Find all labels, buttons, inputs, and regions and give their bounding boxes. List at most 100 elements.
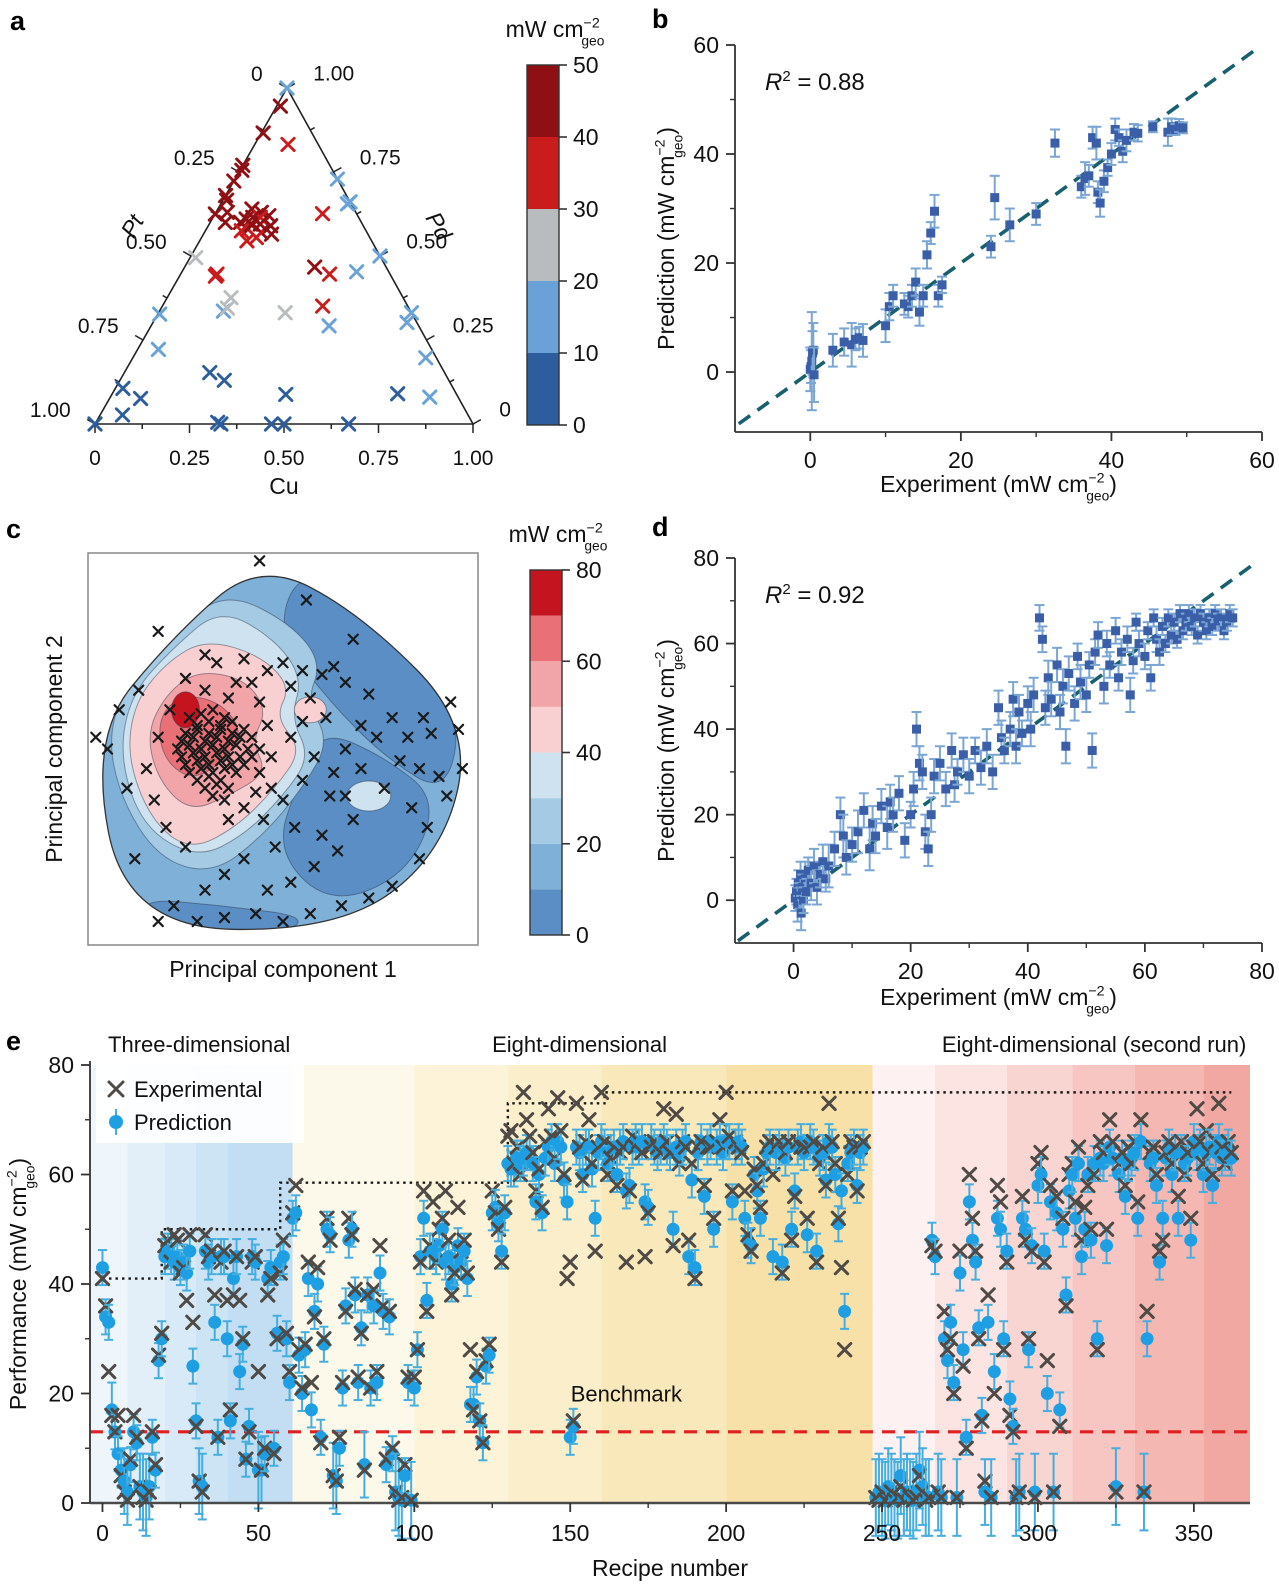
y-axis-label: Prediction (mW cm−2 geo) — [652, 127, 685, 350]
data-points — [790, 604, 1238, 932]
data-point-marker — [964, 771, 974, 781]
data-point-marker — [217, 187, 234, 204]
prediction-marker — [482, 1348, 496, 1362]
sample-marker — [441, 790, 453, 802]
sample-marker — [370, 731, 383, 743]
parity-plot: 0 20 40 60 0 20 40 60 R2 = 0.88 — [693, 32, 1274, 473]
data-point-marker — [859, 805, 869, 815]
data-point-marker — [315, 298, 331, 314]
colorbar-tick-label: 40 — [573, 124, 599, 150]
x-tick-label: 0 — [787, 958, 800, 984]
background-band — [726, 1065, 873, 1503]
prediction-marker — [442, 1250, 456, 1264]
colorbar-tick-label: 30 — [573, 196, 599, 222]
experimental-marker — [637, 1248, 653, 1265]
data-point-marker — [876, 801, 886, 811]
sample-marker — [211, 778, 223, 790]
tick-label: 0.25 — [169, 447, 210, 470]
experimental-marker — [434, 1210, 451, 1226]
y-tick-label: 80 — [693, 545, 719, 571]
experimental-marker — [811, 1155, 828, 1172]
sample-marker — [363, 688, 375, 700]
prediction-marker — [1018, 1222, 1032, 1236]
experimental-marker — [1033, 1144, 1049, 1161]
experimental-marker — [428, 1254, 444, 1270]
prediction-marker — [457, 1244, 471, 1258]
prediction-marker — [947, 1376, 961, 1390]
experimental-marker — [971, 1331, 987, 1347]
data-point-marker — [1099, 176, 1109, 186]
sample-marker — [101, 743, 114, 755]
tick — [162, 294, 168, 299]
experimental-marker — [546, 1150, 563, 1166]
prediction-marker — [610, 1168, 624, 1181]
data-point-marker — [906, 810, 916, 820]
experimental-marker — [1098, 1221, 1115, 1237]
colorbar-band — [530, 889, 562, 935]
experimental-marker — [263, 1270, 279, 1287]
data-point-marker — [235, 157, 251, 173]
prediction-marker — [1128, 1146, 1142, 1160]
colorbar-band — [527, 281, 559, 353]
experimental-marker — [1042, 1177, 1059, 1194]
colorbar: 0 20 40 60 80 mW cm−2 geo — [509, 520, 608, 948]
sample-marker — [226, 727, 238, 740]
experimental-marker — [1211, 1095, 1227, 1112]
prediction-marker — [223, 1414, 237, 1428]
prediction-marker — [944, 1315, 958, 1329]
prediction-marker — [738, 1211, 752, 1225]
prediction-marker — [276, 1250, 290, 1264]
sample-marker — [218, 743, 231, 755]
data-point-marker — [339, 196, 356, 212]
prediction-marker — [1053, 1403, 1067, 1417]
panel-d-parity-plot: 0 20 40 60 80 0 20 40 60 80 R2 = 0.92 Experiment (m… — [652, 545, 1274, 1017]
sample-marker — [222, 782, 235, 794]
sample-marker — [113, 704, 125, 716]
tick-label: 1.00 — [313, 62, 354, 85]
data-point-marker — [321, 318, 337, 334]
experimental-marker — [677, 1139, 694, 1155]
data-point-marker — [1095, 198, 1105, 208]
data-point-marker — [1073, 651, 1083, 661]
sample-marker — [289, 821, 301, 834]
sample-marker — [425, 727, 437, 740]
experimental-marker — [110, 1407, 126, 1424]
data-point-marker — [868, 818, 878, 828]
sample-marker — [187, 747, 199, 759]
data-point-marker — [809, 370, 819, 380]
experimental-marker — [556, 1166, 572, 1183]
sample-marker — [234, 731, 246, 743]
sample-marker — [421, 821, 433, 834]
experimental-marker — [334, 1374, 351, 1391]
data-point-marker — [132, 390, 149, 407]
prediction-marker — [666, 1222, 680, 1236]
data-point-marker — [1160, 639, 1170, 649]
data-point-marker — [1061, 741, 1071, 751]
experimental-marker — [294, 1380, 310, 1396]
experimental-marker — [275, 1232, 292, 1248]
data-point-marker — [922, 250, 932, 260]
y-tick-label: 40 — [693, 716, 719, 742]
experimental-marker — [952, 1243, 968, 1259]
sample-marker — [129, 853, 141, 865]
data-point-marker — [278, 386, 294, 403]
sample-marker — [300, 594, 313, 606]
experimental-marker — [958, 1440, 974, 1456]
contour-plot — [87, 552, 479, 946]
data-point-marker — [279, 80, 295, 96]
sample-marker — [230, 766, 242, 779]
sample-marker — [304, 907, 316, 920]
experimental-marker — [425, 1194, 441, 1210]
experimental-marker — [977, 1473, 993, 1489]
x-axis-label: Experiment (mW cm−2 geo) — [880, 983, 1117, 1016]
sample-marker — [199, 751, 211, 763]
experimental-marker — [656, 1101, 672, 1117]
experimental-marker — [559, 1270, 575, 1287]
data-point-marker — [255, 125, 271, 141]
data-point-marker — [372, 248, 388, 264]
experimental-marker — [328, 1473, 345, 1489]
prediction-marker — [994, 1222, 1008, 1236]
data-point-marker — [926, 810, 936, 820]
data-point-marker — [1034, 613, 1044, 623]
experimental-marker — [122, 1451, 139, 1467]
